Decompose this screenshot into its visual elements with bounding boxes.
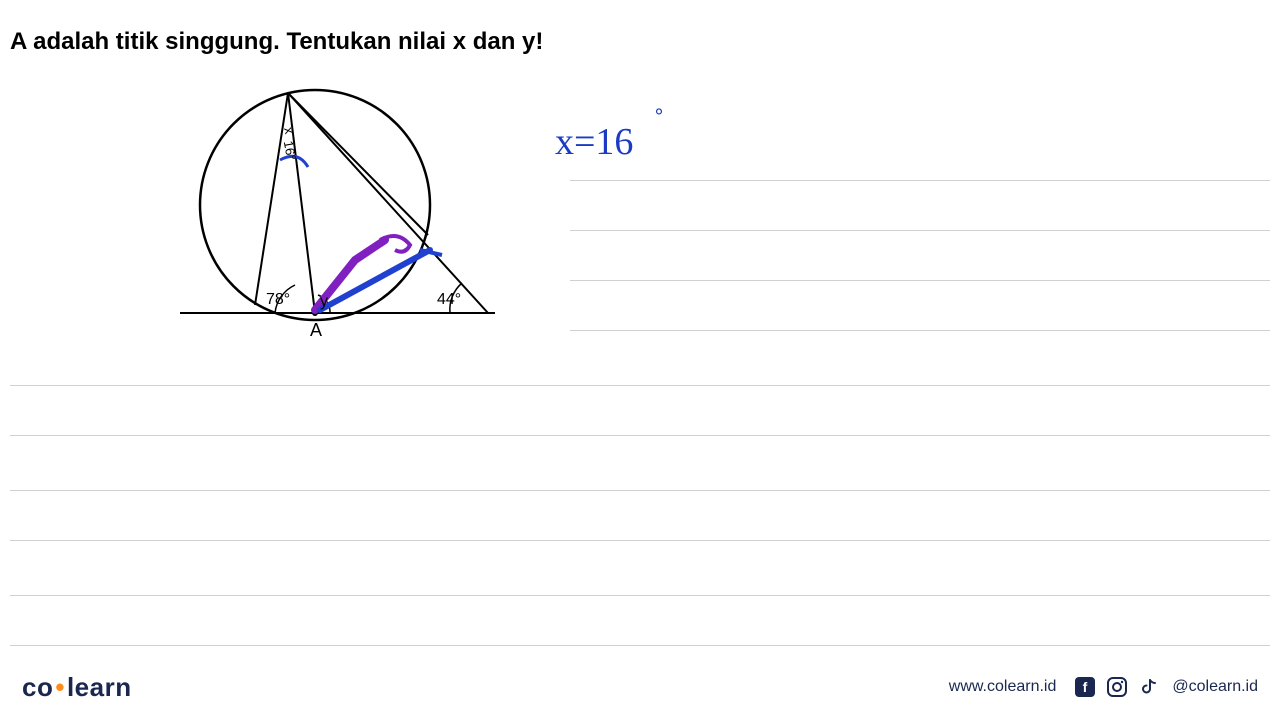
ruled-line: [10, 490, 1270, 491]
chord-2: [255, 93, 288, 305]
geometry-diagram: 78° y x 16° 44° A: [180, 75, 500, 355]
ruled-line: [570, 230, 1270, 231]
instagram-icon: [1106, 676, 1128, 698]
ruled-line: [10, 435, 1270, 436]
logo-dot: •: [55, 672, 65, 702]
circle: [200, 90, 430, 320]
footer: co•learn www.colearn.id f @colearn.id: [0, 672, 1280, 702]
ruled-line: [570, 180, 1270, 181]
footer-right: www.colearn.id f @colearn.id: [949, 676, 1258, 698]
svg-text:f: f: [1083, 679, 1088, 695]
chord-3: [288, 93, 428, 235]
logo-text-right: learn: [67, 672, 132, 702]
facebook-icon: f: [1074, 676, 1096, 698]
ruled-line: [10, 645, 1270, 646]
ruled-line: [10, 595, 1270, 596]
angle-78: 78°: [266, 291, 290, 309]
ruled-line: [570, 280, 1270, 281]
question-title: A adalah titik singgung. Tentukan nilai …: [10, 28, 543, 56]
degree-symbol: °: [655, 105, 663, 128]
ruled-line: [10, 540, 1270, 541]
social-handle: @colearn.id: [1172, 678, 1258, 696]
logo-text-left: co: [22, 672, 53, 702]
ruled-line: [10, 385, 1270, 386]
angle-44: 44°: [437, 291, 461, 309]
brand-logo: co•learn: [22, 672, 132, 703]
vertex-a-label: A: [310, 320, 322, 341]
ruled-line: [570, 330, 1270, 331]
tiktok-icon: [1138, 676, 1160, 698]
angle-16: 16°: [281, 140, 299, 162]
line-external: [288, 93, 488, 313]
website-url: www.colearn.id: [949, 678, 1057, 696]
handwritten-answer: x=16: [555, 120, 633, 164]
angle-y: y: [320, 293, 328, 311]
